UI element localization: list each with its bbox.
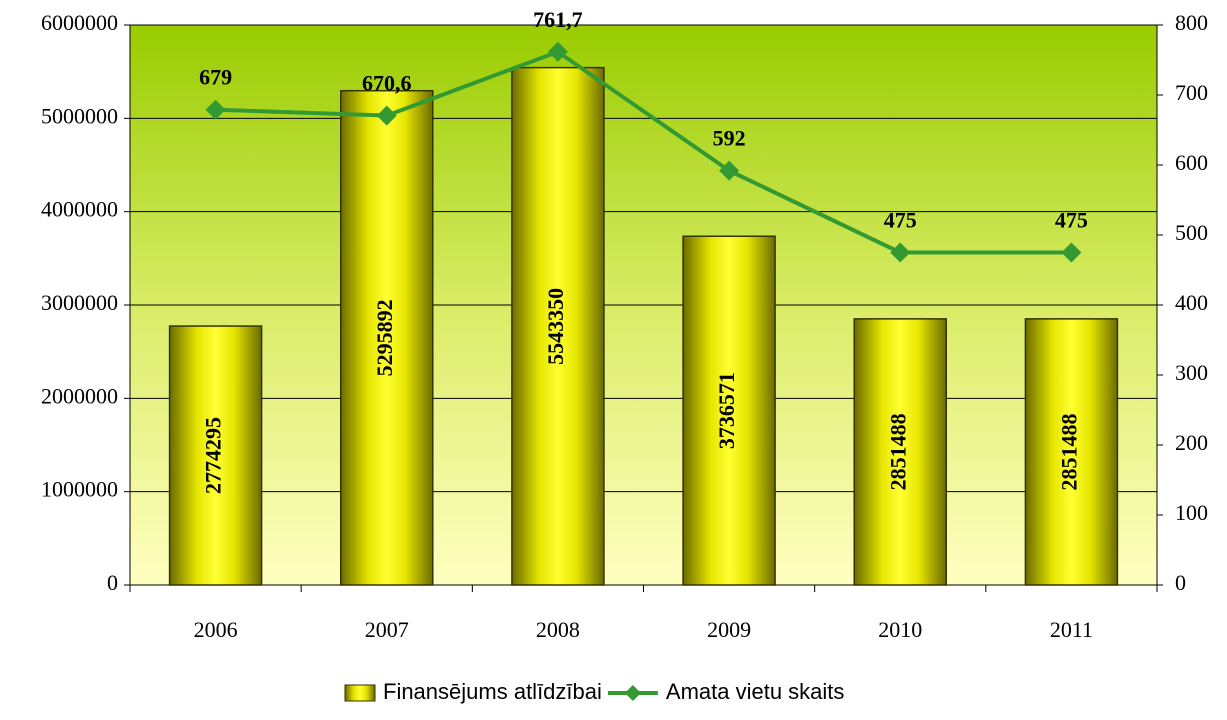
line-value-label: 670,6 xyxy=(362,71,412,96)
line-marker xyxy=(547,41,568,62)
bar xyxy=(340,89,434,586)
line-value-label: 679 xyxy=(199,65,232,90)
line-marker xyxy=(1061,242,1082,263)
line-value-label: 475 xyxy=(1055,208,1088,233)
y2-tick-label: 500 xyxy=(1175,220,1208,245)
y2-tick-label: 100 xyxy=(1175,500,1208,525)
y2-tick-label: 200 xyxy=(1175,430,1208,455)
bar-value-label: 2851488 xyxy=(885,413,910,490)
legend-label: Finansējums atlīdzībai xyxy=(383,679,602,704)
bar-value-label: 5295892 xyxy=(372,299,397,376)
bar-value-label: 2851488 xyxy=(1056,413,1081,490)
line-marker xyxy=(719,160,740,181)
bar xyxy=(511,66,605,586)
y-tick-label: 1000000 xyxy=(41,477,118,502)
line-value-label: 592 xyxy=(713,126,746,151)
y-tick-label: 6000000 xyxy=(41,10,118,35)
bar-value-label: 3736571 xyxy=(714,372,739,449)
bar-value-label: 2774295 xyxy=(201,417,226,494)
legend-label: Amata vietu skaits xyxy=(666,679,845,704)
y-tick-label: 2000000 xyxy=(41,383,118,408)
legend-swatch xyxy=(344,684,376,702)
x-tick-label: 2008 xyxy=(536,617,580,642)
bar xyxy=(853,318,947,586)
line-value-label: 761,7 xyxy=(533,7,583,32)
line xyxy=(215,49,1072,255)
x-tick-label: 2009 xyxy=(707,617,751,642)
x-tick-label: 2007 xyxy=(365,617,409,642)
y-tick-label: 3000000 xyxy=(41,290,118,315)
line-marker xyxy=(890,242,911,263)
y2-tick-label: 800 xyxy=(1175,10,1208,35)
x-tick-label: 2006 xyxy=(194,617,238,642)
legend-marker xyxy=(624,685,641,701)
line-marker xyxy=(376,105,397,126)
y2-tick-label: 0 xyxy=(1175,570,1186,595)
x-tick-label: 2010 xyxy=(878,617,922,642)
x-tick-label: 2011 xyxy=(1050,617,1093,642)
y-tick-label: 0 xyxy=(107,570,118,595)
y-tick-label: 4000000 xyxy=(41,197,118,222)
bar-value-label: 5543350 xyxy=(543,288,568,365)
y-tick-label: 5000000 xyxy=(41,103,118,128)
y2-tick-label: 700 xyxy=(1175,80,1208,105)
line-marker xyxy=(205,99,226,120)
y2-tick-label: 400 xyxy=(1175,290,1208,315)
y2-tick-label: 300 xyxy=(1175,360,1208,385)
bar xyxy=(682,235,776,586)
line-value-label: 475 xyxy=(884,208,917,233)
bar xyxy=(168,325,263,586)
y2-tick-label: 600 xyxy=(1175,150,1208,175)
bar xyxy=(1024,318,1119,586)
